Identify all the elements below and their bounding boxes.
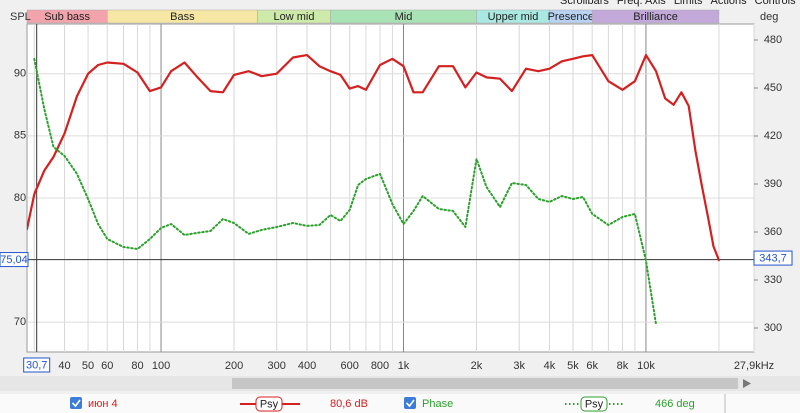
check-mark: [71, 399, 81, 408]
legend-smoothing: Psy: [585, 398, 604, 410]
x-tick-label: 60: [101, 360, 113, 372]
menu-item[interactable]: Actions: [711, 0, 748, 7]
cursor-y2-label-box: [753, 250, 793, 266]
y2-tick-label: 420: [764, 130, 782, 142]
check-mark: [405, 399, 415, 408]
x-tick-label: 6k: [586, 360, 598, 372]
cursor-y-label-box: [0, 252, 29, 268]
series-line: [27, 54, 720, 262]
y-tick-label: 90: [14, 68, 26, 80]
x-tick-label: 40: [58, 360, 70, 372]
x-tick-label: 5k: [567, 360, 579, 372]
x-tick-label: 50: [82, 360, 94, 372]
menu-item[interactable]: Limits: [674, 0, 703, 7]
y2-axis-label: deg: [760, 11, 778, 23]
band-label: Brilliance: [633, 11, 678, 23]
legend-smoothing-box: [580, 396, 608, 412]
x-tick-label: 4k: [544, 360, 556, 372]
y-tick-label: 80: [14, 192, 26, 204]
x-tick-label: 400: [298, 360, 316, 372]
y2-tick-label: 300: [764, 322, 782, 334]
x-tick-label: 3k: [513, 360, 525, 372]
legend-smoothing-box: [255, 396, 283, 412]
scroll-right-arrow[interactable]: [743, 379, 751, 388]
x-tick-label: 2k: [471, 360, 483, 372]
x-tick-label: 600: [341, 360, 359, 372]
scrollbar-thumb[interactable]: [232, 378, 738, 389]
x-tick-label: 100: [152, 360, 170, 372]
menu-item[interactable]: Freq. Axis: [617, 0, 666, 7]
plot-area: [26, 23, 755, 353]
y2-tick-label: 480: [764, 34, 782, 46]
menu-item[interactable]: Controls: [755, 0, 796, 7]
y-tick-label: 85: [14, 130, 26, 142]
band-label: Presence: [548, 11, 594, 23]
x-tick-label: 8k: [617, 360, 629, 372]
x-tick-label: 80: [131, 360, 143, 372]
legend-readout: 80,6 dB: [330, 398, 368, 410]
legend-checkbox[interactable]: [70, 397, 82, 409]
series-line: [33, 58, 657, 325]
y2-tick-label: 390: [764, 178, 782, 190]
band-label: Bass: [170, 11, 195, 23]
y-axis-label: SPL: [10, 11, 31, 23]
y2-tick-label: 360: [764, 226, 782, 238]
x-tick-label: 200: [225, 360, 243, 372]
band-label: Sub bass: [44, 11, 90, 23]
band-label: Upper mid: [488, 11, 539, 23]
cursor-y2-label: 343,7: [759, 252, 787, 264]
legend-readout: 466 deg: [655, 398, 695, 410]
y-tick-label: 70: [14, 316, 26, 328]
legend-name: июн 4: [88, 398, 118, 410]
band-label: Mid: [395, 11, 413, 23]
legend-name: Phase: [422, 398, 453, 410]
x-tick-label: 1k: [398, 360, 410, 372]
cursor-x-label: 30,7: [26, 359, 47, 371]
x-tick-label: 27,9kHz: [734, 360, 774, 372]
cursor-x-label-box: [23, 357, 51, 373]
cursor-y-label: 75,04: [0, 254, 28, 266]
x-tick-label: 300: [268, 360, 286, 372]
y2-tick-label: 450: [764, 82, 782, 94]
x-tick-label: 800: [371, 360, 389, 372]
series-group: [27, 54, 720, 325]
legend-smoothing: Psy: [260, 398, 279, 410]
y2-tick-label: 330: [764, 274, 782, 286]
band-label: Low mid: [274, 11, 315, 23]
legend-checkbox[interactable]: [404, 397, 416, 409]
x-tick-label: 10k: [637, 360, 655, 372]
band: [591, 9, 720, 24]
menu-item[interactable]: Scrollbars: [560, 0, 609, 7]
